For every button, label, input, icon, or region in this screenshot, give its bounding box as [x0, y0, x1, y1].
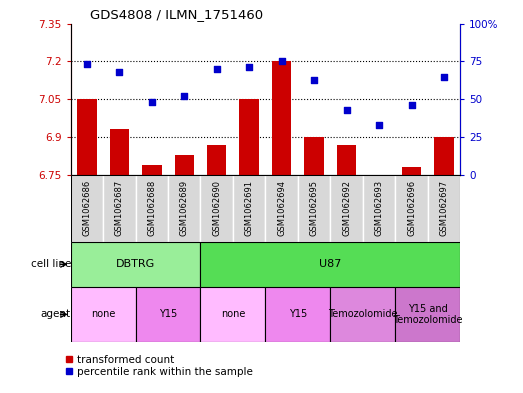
Text: GSM1062693: GSM1062693 — [374, 180, 383, 236]
Bar — [363, 175, 395, 242]
Bar — [77, 99, 97, 175]
Text: GSM1062695: GSM1062695 — [310, 180, 319, 236]
Point — [343, 107, 351, 113]
Bar — [272, 61, 291, 175]
Text: GSM1062686: GSM1062686 — [82, 180, 92, 237]
Bar — [233, 175, 266, 242]
Bar — [135, 287, 200, 342]
Text: agent: agent — [41, 309, 71, 320]
Bar — [298, 175, 331, 242]
Bar — [142, 165, 162, 175]
Text: U87: U87 — [319, 259, 342, 269]
Text: none: none — [221, 309, 245, 320]
Text: Y15: Y15 — [159, 309, 177, 320]
Bar — [395, 175, 428, 242]
Point — [407, 102, 416, 108]
Bar — [207, 145, 226, 175]
Text: GDS4808 / ILMN_1751460: GDS4808 / ILMN_1751460 — [90, 8, 263, 21]
Point — [245, 64, 253, 71]
Bar — [200, 175, 233, 242]
Text: GSM1062697: GSM1062697 — [439, 180, 449, 236]
Text: GSM1062694: GSM1062694 — [277, 180, 286, 236]
Bar — [200, 242, 460, 287]
Bar — [266, 287, 331, 342]
Point — [310, 76, 319, 83]
Bar — [71, 287, 135, 342]
Point — [147, 99, 156, 105]
Bar — [266, 175, 298, 242]
Text: GSM1062692: GSM1062692 — [342, 180, 351, 236]
Text: GSM1062687: GSM1062687 — [115, 180, 124, 237]
Bar — [103, 175, 135, 242]
Bar — [304, 137, 324, 175]
Point — [115, 69, 123, 75]
Bar — [402, 167, 421, 175]
Bar — [135, 175, 168, 242]
Text: Y15: Y15 — [289, 309, 307, 320]
Bar — [428, 175, 460, 242]
Bar — [240, 99, 259, 175]
Bar — [168, 175, 200, 242]
Legend: transformed count, percentile rank within the sample: transformed count, percentile rank withi… — [65, 355, 253, 377]
Point — [212, 66, 221, 72]
Bar — [71, 242, 200, 287]
Point — [440, 73, 448, 80]
Text: Y15 and
Temozolomide: Y15 and Temozolomide — [393, 304, 462, 325]
Text: GSM1062688: GSM1062688 — [147, 180, 156, 237]
Point — [180, 93, 188, 99]
Bar — [434, 137, 454, 175]
Bar — [200, 287, 266, 342]
Point — [278, 58, 286, 64]
Bar — [175, 155, 194, 175]
Point — [375, 122, 383, 128]
Bar — [331, 175, 363, 242]
Text: GSM1062691: GSM1062691 — [245, 180, 254, 236]
Text: cell line: cell line — [30, 259, 71, 269]
Text: DBTRG: DBTRG — [116, 259, 155, 269]
Text: none: none — [91, 309, 115, 320]
Text: GSM1062689: GSM1062689 — [180, 180, 189, 236]
Text: GSM1062696: GSM1062696 — [407, 180, 416, 236]
Text: GSM1062690: GSM1062690 — [212, 180, 221, 236]
Bar — [110, 130, 129, 175]
Text: Temozolomide: Temozolomide — [328, 309, 397, 320]
Bar — [331, 287, 395, 342]
Bar — [337, 145, 356, 175]
Bar — [395, 287, 460, 342]
Point — [83, 61, 91, 68]
Bar — [71, 175, 103, 242]
